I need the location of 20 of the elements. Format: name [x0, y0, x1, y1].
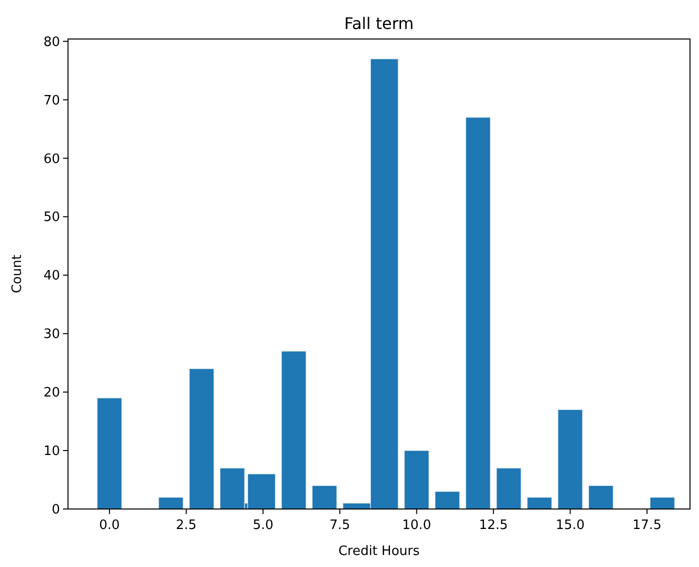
y-tick-label: 20 — [43, 386, 60, 401]
x-axis-title: Credit Hours — [338, 544, 420, 559]
y-tick-label: 50 — [43, 210, 60, 226]
chart-title: Fall term — [344, 14, 414, 33]
x-tick-label: 10.0 — [402, 518, 432, 533]
x-tick-label: 0.0 — [99, 518, 120, 533]
y-tick-label: 0 — [52, 502, 60, 518]
x-tick-label: 2.5 — [176, 518, 197, 533]
x-tick-label: 12.5 — [478, 518, 508, 533]
y-tick-label: 60 — [43, 152, 60, 167]
x-tick-label: 5.0 — [252, 518, 274, 533]
y-axis-title: Count — [10, 254, 25, 294]
y-tick-label: 10 — [43, 444, 60, 460]
y-tick-label: 70 — [43, 93, 60, 108]
x-tick-label: 7.5 — [329, 518, 350, 533]
y-tick-label: 30 — [43, 327, 60, 342]
x-tick-label: 15.0 — [556, 518, 585, 533]
x-tick-label: 17.5 — [632, 518, 662, 533]
y-tick-label: 40 — [43, 268, 60, 284]
y-tick-label: 80 — [43, 34, 60, 50]
